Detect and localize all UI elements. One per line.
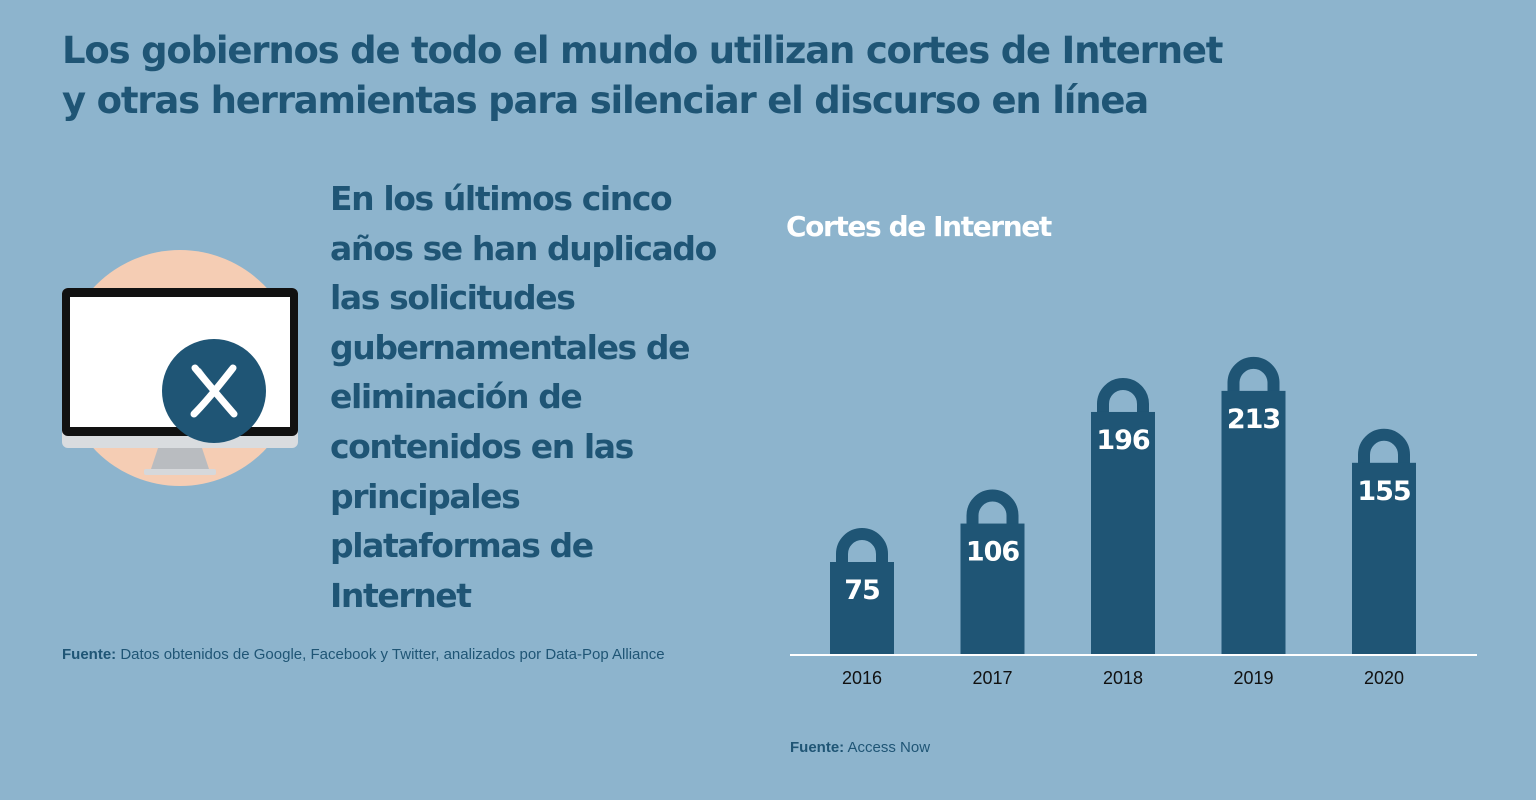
stat-line: eliminación de	[330, 377, 583, 417]
bar-rect	[1221, 390, 1286, 655]
chart-title: Cortes de Internet	[786, 210, 1052, 243]
source-left-label: Fuente:	[62, 646, 117, 663]
headline-line-2: y otras herramientas para silenciar el d…	[62, 79, 1149, 122]
bar-chart: 75 2016 106 2017 196 2018 213 2019 155 2020	[790, 356, 1477, 688]
bar-2018: 196	[1091, 378, 1155, 655]
stat-line: En los últimos cinco	[330, 179, 673, 218]
x-tick-label: 2017	[972, 668, 1012, 688]
bar-value-label: 213	[1227, 404, 1280, 435]
stat-line: plataformas de	[330, 526, 594, 566]
bar-value-label: 155	[1357, 476, 1410, 507]
computer-illustration	[60, 250, 310, 495]
bar-shackle	[1358, 428, 1410, 465]
bar-shackle	[1097, 378, 1149, 414]
stat-text: En los últimos cinco años se han duplicad…	[330, 174, 760, 620]
x-tick-label: 2016	[842, 668, 882, 688]
stat-line: principales	[330, 476, 521, 516]
bar-2020: 155	[1352, 428, 1416, 655]
headline-line-1: Los gobiernos de todo el mundo utilizan …	[62, 29, 1223, 72]
bar-rect	[1352, 462, 1416, 655]
bar-shackle	[966, 489, 1019, 526]
x-tick-label: 2018	[1103, 668, 1143, 688]
stat-line: las solicitudes	[330, 278, 576, 318]
bar-value-label: 106	[966, 537, 1020, 568]
source-left-text: Datos obtenidos de Google, Facebook y Tw…	[116, 646, 665, 663]
bar-2016: 75	[830, 528, 894, 655]
x-tick-label: 2020	[1364, 668, 1404, 688]
stat-line: años se han duplicado	[330, 228, 717, 268]
close-x-icon	[162, 339, 266, 443]
bar-shackle	[836, 528, 888, 564]
bar-2017: 106	[960, 489, 1025, 655]
bar-rect	[1091, 411, 1155, 655]
bar-rect	[960, 523, 1025, 655]
bar-value-label: 196	[1096, 425, 1150, 456]
bar-shackle	[1227, 356, 1280, 393]
source-right-label: Fuente:	[790, 739, 845, 756]
bar-rect	[830, 562, 894, 655]
source-left: Fuente: Datos obtenidos de Google, Faceb…	[62, 646, 665, 663]
x-tick-label: 2019	[1233, 668, 1273, 688]
stat-line: contenidos en las	[330, 426, 634, 466]
source-right-text: Access Now	[844, 739, 931, 756]
source-right: Fuente: Access Now	[790, 739, 930, 756]
bar-2019: 213	[1221, 356, 1286, 655]
computer-monitor-icon	[62, 250, 298, 486]
stat-line: gubernamentales de	[330, 327, 690, 367]
bar-value-label: 75	[844, 575, 880, 606]
stat-line: Internet	[330, 575, 472, 615]
headline: Los gobiernos de todo el mundo utilizan …	[62, 26, 1262, 126]
